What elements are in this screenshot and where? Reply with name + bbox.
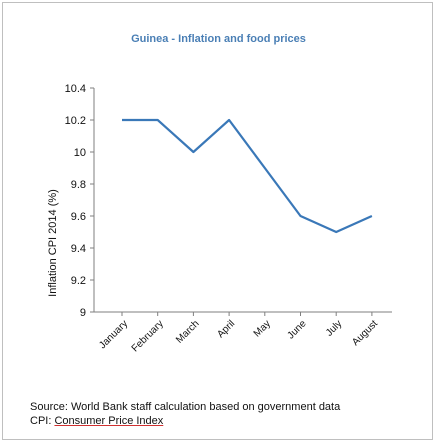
y-tick-label: 9.8 xyxy=(71,179,86,191)
y-axis-label: Inflation CPI 2014 (%) xyxy=(47,189,59,297)
x-tick-label: July xyxy=(324,318,344,338)
x-tick-labels: January February March April May June July Augu… xyxy=(97,318,380,354)
y-tick-label: 10.4 xyxy=(65,83,86,95)
y-tick-label: 10.2 xyxy=(65,115,86,127)
chart-axes xyxy=(90,87,392,316)
source-note: Source: World Bank staff calculation bas… xyxy=(30,401,341,413)
x-tick-label: February xyxy=(130,318,166,354)
x-tick-label: August xyxy=(350,318,380,348)
cpi-prefix: CPI: xyxy=(30,415,55,427)
x-tick-label: March xyxy=(174,318,201,345)
x-tick-label: April xyxy=(215,318,237,340)
series-line xyxy=(122,118,373,234)
x-tick-label: June xyxy=(286,318,309,341)
y-tick-label: 10 xyxy=(74,147,86,159)
cpi-definition: Consumer Price Index xyxy=(54,415,164,427)
y-tick-label: 9.2 xyxy=(71,275,86,287)
y-tick-labels: 9 9.2 9.4 9.6 9.8 10 10.2 10.4 xyxy=(65,83,86,319)
y-tick-label: 9.6 xyxy=(71,211,86,223)
y-tick-label: 9 xyxy=(80,307,86,319)
chart-title: Guinea - Inflation and food prices xyxy=(131,33,306,45)
x-tick-label: January xyxy=(97,318,130,351)
y-tick-label: 9.4 xyxy=(71,243,86,255)
series-lines xyxy=(122,118,373,234)
cpi-note: CPI: Consumer Price Index xyxy=(30,415,163,427)
x-tick-label: May xyxy=(252,318,273,339)
